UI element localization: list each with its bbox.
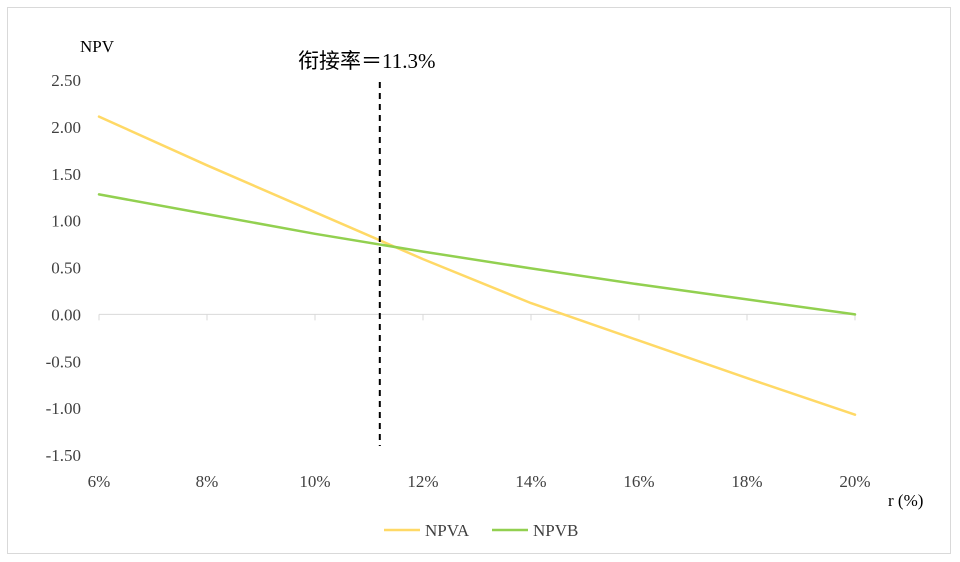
legend-label-npvb: NPVB <box>533 521 578 540</box>
legend-label-npva: NPVA <box>425 521 470 540</box>
x-axis-title: r (%) <box>888 491 923 510</box>
y-tick-label: -0.50 <box>46 352 81 371</box>
x-tick-label: 18% <box>731 472 762 491</box>
y-tick-label: -1.50 <box>46 446 81 465</box>
x-tick-label: 10% <box>299 472 330 491</box>
legend: NPVA NPVB <box>384 521 578 540</box>
series-line-npva <box>97 115 857 416</box>
y-tick-label: 2.50 <box>51 71 81 90</box>
x-tick-label: 14% <box>515 472 546 491</box>
y-tick-label: 1.50 <box>51 165 81 184</box>
y-tick-label: 0.50 <box>51 259 81 278</box>
series-lines <box>97 115 857 416</box>
annotation-label: 衔接率＝11.3% <box>298 49 435 73</box>
x-tick-label: 6% <box>88 472 111 491</box>
x-tick-label: 20% <box>839 472 870 491</box>
x-axis <box>98 313 856 321</box>
y-tick-label: 1.00 <box>51 212 81 231</box>
y-tick-label: 2.00 <box>51 118 81 137</box>
x-tick-label: 8% <box>196 472 219 491</box>
y-axis-ticks: 2.50 2.00 1.50 1.00 0.50 0.00 -0.50 -1.00 -1.50 <box>46 71 81 465</box>
x-tick-label: 12% <box>407 472 438 491</box>
y-axis-title: NPV <box>80 37 115 56</box>
y-tick-label: 0.00 <box>51 305 81 324</box>
chart-frame <box>7 7 951 554</box>
x-axis-ticks: 6% 8% 10% 12% 14% 16% 18% 20% <box>88 472 871 491</box>
y-tick-label: -1.00 <box>46 399 81 418</box>
annotation: 衔接率＝11.3% <box>298 49 435 446</box>
x-tick-label: 16% <box>623 472 654 491</box>
series-line-npvb <box>97 193 857 316</box>
